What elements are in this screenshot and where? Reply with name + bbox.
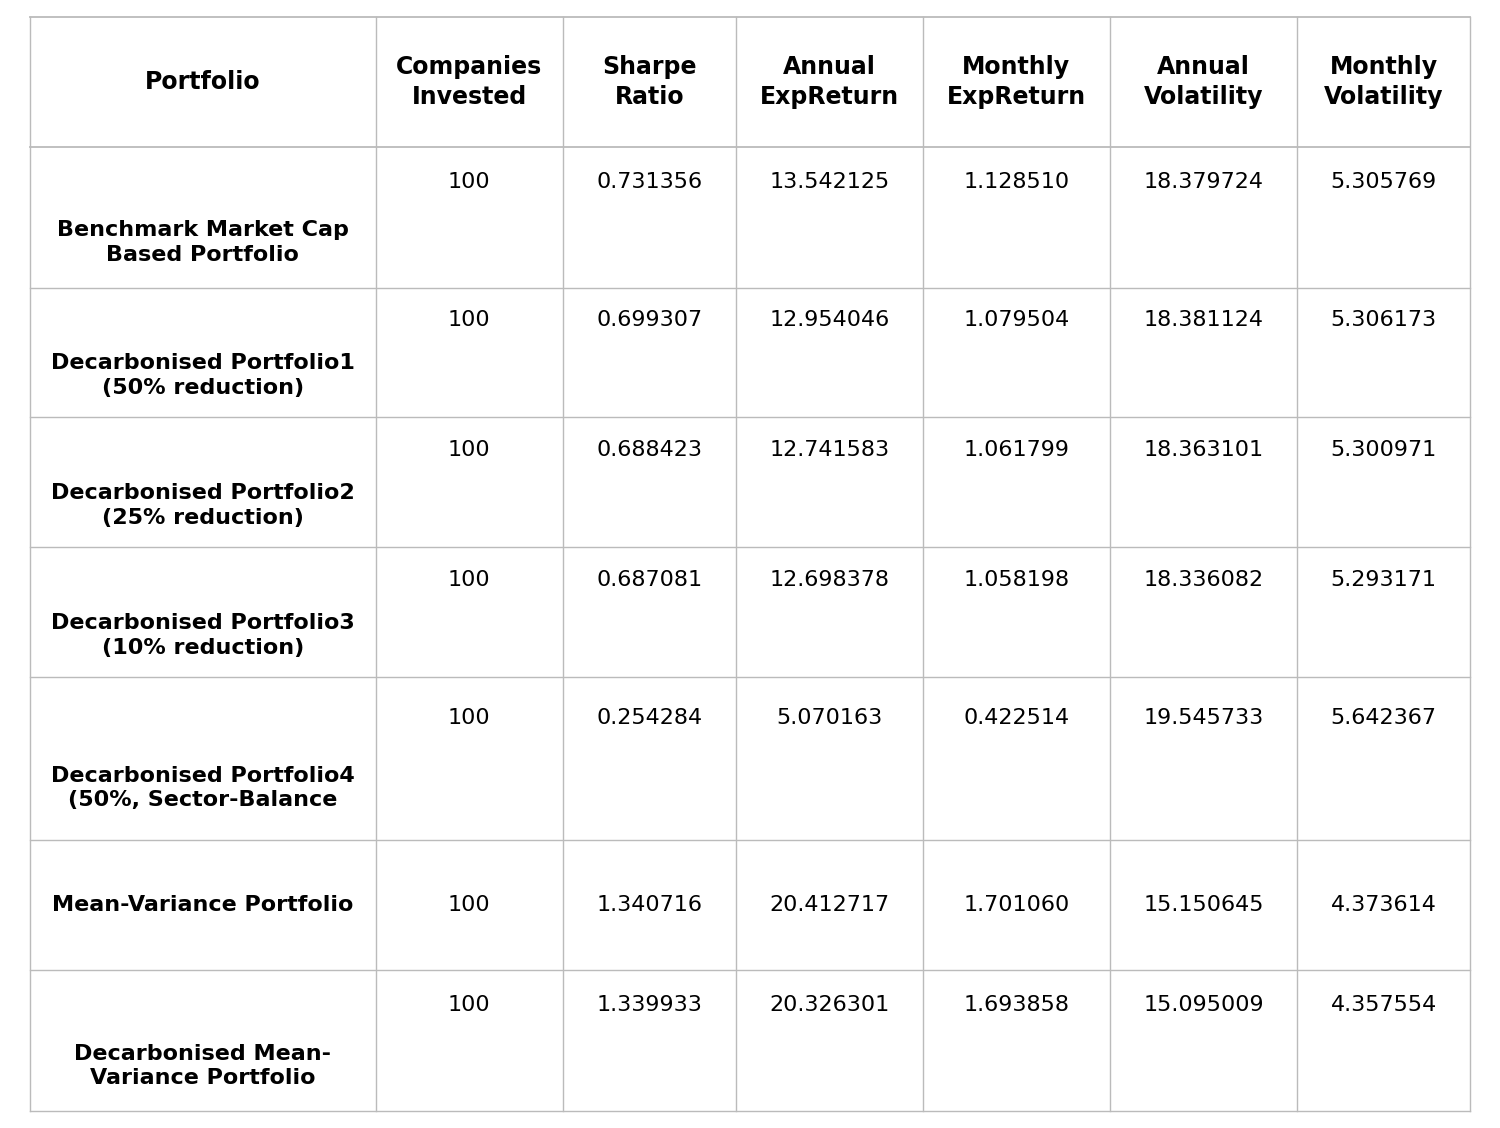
Text: 5.300971: 5.300971 [1330,440,1437,460]
Text: 0.687081: 0.687081 [596,570,702,590]
Text: Decarbonised Portfolio4
(50%, Sector-Balance: Decarbonised Portfolio4 (50%, Sector-Bal… [51,766,354,810]
Text: Companies
Invested: Companies Invested [396,55,543,108]
Text: 12.698378: 12.698378 [770,570,890,590]
Text: 1.079504: 1.079504 [963,310,1070,331]
Text: 4.357554: 4.357554 [1330,995,1437,1015]
Text: Mean-Variance Portfolio: Mean-Variance Portfolio [53,896,354,915]
Text: Decarbonised Portfolio3
(10% reduction): Decarbonised Portfolio3 (10% reduction) [51,613,354,658]
Text: 5.305769: 5.305769 [1330,171,1437,192]
Text: 1.693858: 1.693858 [963,995,1070,1015]
Text: 18.379724: 18.379724 [1143,171,1263,192]
Text: 18.381124: 18.381124 [1143,310,1263,331]
Text: 0.699307: 0.699307 [596,310,702,331]
Text: Annual
Volatility: Annual Volatility [1144,55,1263,108]
Text: 18.363101: 18.363101 [1143,440,1263,460]
Text: 12.741583: 12.741583 [770,440,890,460]
Text: 5.293171: 5.293171 [1330,570,1437,590]
Text: 100: 100 [448,896,491,915]
Text: 1.340716: 1.340716 [596,896,702,915]
Text: 13.542125: 13.542125 [770,171,890,192]
Text: 1.339933: 1.339933 [597,995,702,1015]
Text: 1.058198: 1.058198 [963,570,1070,590]
Text: Monthly
Volatility: Monthly Volatility [1324,55,1443,108]
Text: Monthly
ExpReturn: Monthly ExpReturn [946,55,1086,108]
Text: 19.545733: 19.545733 [1143,707,1263,728]
Text: 100: 100 [448,707,491,728]
Text: Annual
ExpReturn: Annual ExpReturn [759,55,898,108]
Text: Decarbonised Portfolio2
(25% reduction): Decarbonised Portfolio2 (25% reduction) [51,483,354,528]
Text: 4.373614: 4.373614 [1330,896,1437,915]
Text: 0.688423: 0.688423 [596,440,702,460]
Text: 100: 100 [448,995,491,1015]
Text: 1.128510: 1.128510 [963,171,1070,192]
Text: 15.150645: 15.150645 [1143,896,1264,915]
Text: 12.954046: 12.954046 [770,310,890,331]
Text: 1.061799: 1.061799 [963,440,1070,460]
Text: 15.095009: 15.095009 [1143,995,1264,1015]
Text: Portfolio: Portfolio [146,70,261,94]
Text: 20.412717: 20.412717 [770,896,890,915]
Text: 100: 100 [448,440,491,460]
Text: Benchmark Market Cap
Based Portfolio: Benchmark Market Cap Based Portfolio [57,220,348,265]
Text: 20.326301: 20.326301 [770,995,890,1015]
Text: 100: 100 [448,310,491,331]
Text: Decarbonised Portfolio1
(50% reduction): Decarbonised Portfolio1 (50% reduction) [51,353,354,398]
Text: 1.701060: 1.701060 [963,896,1070,915]
Text: 100: 100 [448,171,491,192]
Text: 18.336082: 18.336082 [1143,570,1263,590]
Text: 5.642367: 5.642367 [1330,707,1437,728]
Text: 100: 100 [448,570,491,590]
Text: Decarbonised Mean-
Variance Portfolio: Decarbonised Mean- Variance Portfolio [75,1043,332,1089]
Text: 5.306173: 5.306173 [1330,310,1437,331]
Text: 5.070163: 5.070163 [776,707,882,728]
Text: Sharpe
Ratio: Sharpe Ratio [602,55,696,108]
Text: 0.731356: 0.731356 [596,171,702,192]
Text: 0.254284: 0.254284 [596,707,702,728]
Text: 0.422514: 0.422514 [963,707,1070,728]
